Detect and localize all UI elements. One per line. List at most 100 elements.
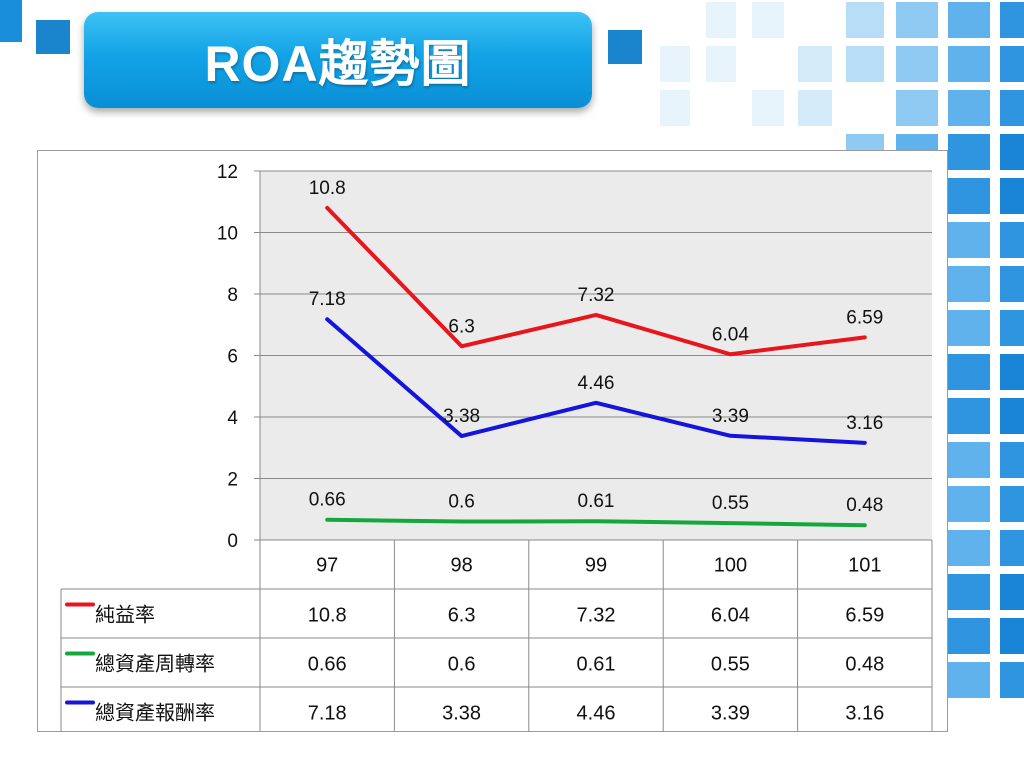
- x-tick-label: 101: [848, 555, 881, 577]
- decor-tile: [706, 2, 736, 38]
- decor-tile: [1000, 46, 1024, 82]
- decor-tile: [896, 90, 938, 126]
- data-label: 6.59: [846, 307, 883, 328]
- y-tick-label: 0: [227, 531, 238, 552]
- decor-tile: [948, 618, 990, 654]
- decor-tile: [948, 486, 990, 522]
- x-tick-label: 99: [585, 555, 607, 577]
- table-cell-value: 0.6: [448, 654, 476, 676]
- table-cell-value: 6.3: [448, 605, 476, 627]
- decor-tile: [1000, 134, 1024, 170]
- decor-tile: [896, 2, 938, 38]
- chart-frame: 0 2 4 6 8 10 12 97 98 99 100 101 純益率 10.8 6.3 7.32 6.04 6…: [37, 150, 948, 737]
- data-label: 3.39: [712, 406, 749, 427]
- x-tick-label: 97: [316, 555, 338, 577]
- data-label: 4.46: [578, 373, 615, 394]
- data-label: 7.32: [578, 285, 615, 306]
- table-cell-value: 3.16: [845, 703, 884, 725]
- page-title: ROA趨勢圖: [204, 36, 472, 92]
- table-cell-value: 10.8: [308, 605, 347, 627]
- decor-tile: [846, 46, 884, 82]
- decor-tile: [1000, 662, 1024, 698]
- decor-tile: [1000, 354, 1024, 390]
- y-tick-label: 12: [217, 162, 238, 183]
- decor-tile: [1000, 310, 1024, 346]
- decor-tile: [896, 46, 938, 82]
- decor-tile: [0, 0, 22, 42]
- data-label: 3.16: [846, 413, 883, 434]
- series-line: [325, 517, 867, 528]
- decor-tile: [948, 46, 990, 82]
- data-label: 3.38: [443, 406, 480, 427]
- table-cell-value: 7.18: [308, 703, 347, 725]
- decor-tile: [798, 90, 832, 126]
- data-label: 0.6: [448, 492, 474, 513]
- decor-tile: [660, 90, 690, 126]
- y-tick-label: 10: [217, 224, 238, 245]
- series-line: [325, 317, 867, 445]
- decor-tile: [706, 46, 736, 82]
- decor-tile: [846, 2, 884, 38]
- decor-tile: [1000, 618, 1024, 654]
- table-cell-value: 3.38: [442, 703, 481, 725]
- decor-tile: [948, 266, 990, 302]
- data-label: 6.3: [448, 316, 474, 337]
- decor-tile: [948, 530, 990, 566]
- data-label: 6.04: [712, 324, 749, 345]
- data-label: 0.48: [846, 495, 883, 516]
- decor-tile: [752, 2, 784, 38]
- decor-tile: [1000, 398, 1024, 434]
- y-tick-label: 8: [227, 285, 238, 306]
- legend-label: 總資產周轉率: [95, 653, 215, 676]
- decor-tile: [1000, 2, 1024, 38]
- y-tick-label: 6: [227, 347, 238, 368]
- series-line: [325, 205, 867, 357]
- legend-label: 純益率: [95, 604, 155, 627]
- decor-tile: [1000, 266, 1024, 302]
- table-cell-value: 7.32: [577, 605, 616, 627]
- data-label: 7.18: [309, 289, 346, 310]
- table-cell-value: 4.46: [577, 703, 616, 725]
- data-label: 10.8: [309, 178, 346, 199]
- decor-tile: [948, 178, 990, 214]
- table-cell-value: 0.55: [711, 654, 750, 676]
- decor-tile: [752, 90, 784, 126]
- table-cell-value: 6.59: [845, 605, 884, 627]
- decor-tile: [1000, 442, 1024, 478]
- x-tick-label: 98: [450, 555, 472, 577]
- table-cell-value: 3.39: [711, 703, 750, 725]
- decor-tile: [1000, 574, 1024, 610]
- decor-tile: [1000, 222, 1024, 258]
- legend-label: 總資產報酬率: [95, 702, 215, 725]
- decor-tile: [948, 134, 990, 170]
- table-cell-value: 0.61: [577, 654, 616, 676]
- decor-tile: [1000, 178, 1024, 214]
- decor-tile: [1000, 530, 1024, 566]
- decor-tile: [948, 662, 990, 698]
- decor-tile: [1000, 90, 1024, 126]
- table-cell-value: 0.48: [845, 654, 884, 676]
- decor-tile: [660, 46, 690, 82]
- decor-tile: [948, 2, 990, 38]
- data-label: 0.66: [309, 490, 346, 511]
- decor-tile: [948, 398, 990, 434]
- decor-tile: [948, 310, 990, 346]
- decor-tile: [948, 354, 990, 390]
- table-cell-value: 6.04: [711, 605, 750, 627]
- roa-trend-chart: 0 2 4 6 8 10 12 97 98 99 100 101 純益率 10.8 6.3 7.32 6.04 6…: [60, 162, 933, 737]
- decor-tile: [948, 222, 990, 258]
- title-banner: ROA趨勢圖: [84, 12, 592, 108]
- y-tick-label: 2: [227, 470, 238, 491]
- decor-tile: [608, 30, 642, 64]
- data-label: 0.55: [712, 493, 749, 514]
- data-label: 0.61: [578, 491, 615, 512]
- decor-tile: [1000, 486, 1024, 522]
- decor-tile: [948, 90, 990, 126]
- x-tick-label: 100: [714, 555, 747, 577]
- table-cell-value: 0.66: [308, 654, 347, 676]
- y-tick-label: 4: [227, 408, 238, 429]
- decor-tile: [948, 574, 990, 610]
- decor-tile: [36, 20, 70, 54]
- decor-tile: [798, 46, 832, 82]
- decor-tile: [948, 442, 990, 478]
